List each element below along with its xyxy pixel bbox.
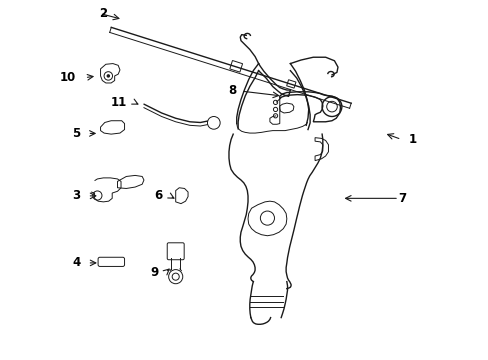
Text: 8: 8 [228,84,236,96]
Text: 4: 4 [72,256,81,269]
Text: 2: 2 [99,7,107,20]
Text: 7: 7 [397,192,405,205]
Text: 3: 3 [72,189,81,202]
Text: 5: 5 [72,127,81,140]
Text: 10: 10 [60,71,76,84]
Text: 11: 11 [111,96,127,109]
Text: 6: 6 [154,189,163,202]
Circle shape [106,74,110,78]
Text: 9: 9 [150,266,158,279]
Text: 1: 1 [407,133,416,146]
